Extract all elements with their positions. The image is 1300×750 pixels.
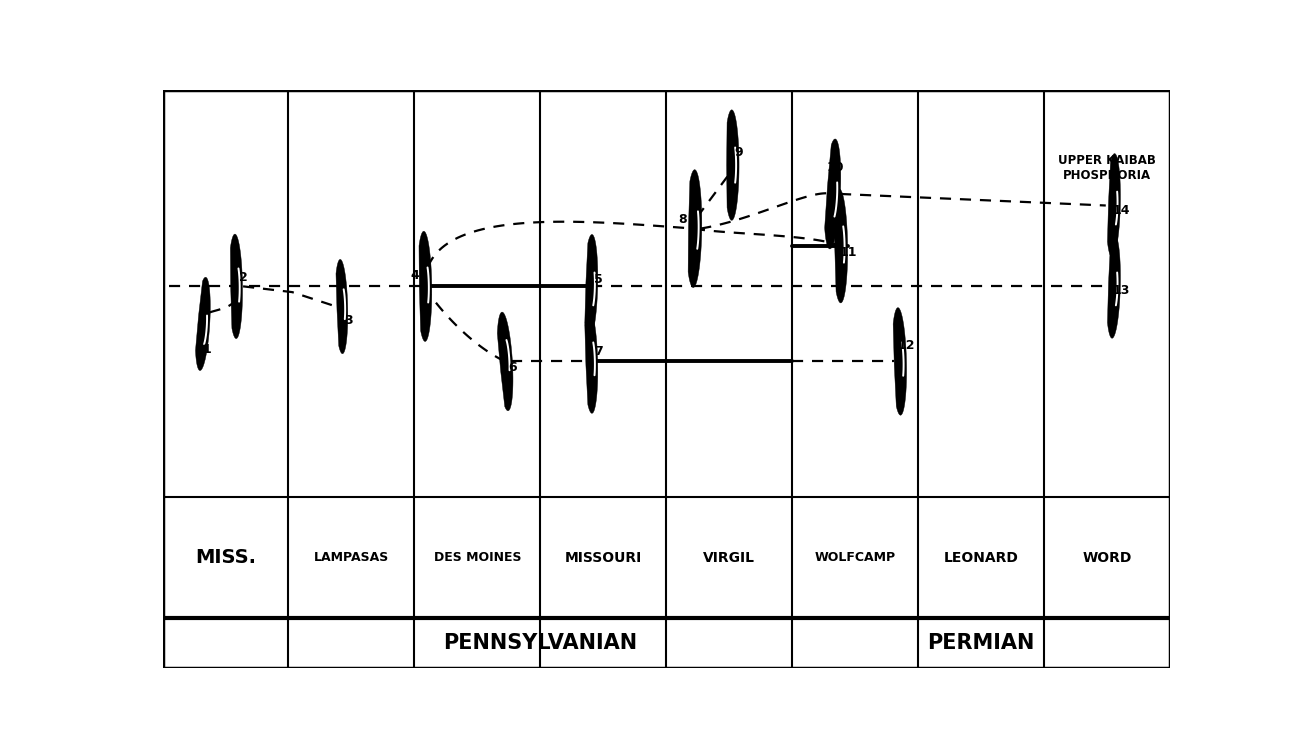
Text: 6: 6 <box>508 361 517 374</box>
Text: VIRGIL: VIRGIL <box>703 550 755 565</box>
Polygon shape <box>1108 154 1121 257</box>
Polygon shape <box>688 170 702 287</box>
Polygon shape <box>498 312 514 411</box>
Text: DES MOINES: DES MOINES <box>434 551 521 564</box>
Text: WOLFCAMP: WOLFCAMP <box>815 551 896 564</box>
Text: 14: 14 <box>1112 203 1130 217</box>
Text: UPPER KAIBAB
PHOSPHORIA: UPPER KAIBAB PHOSPHORIA <box>1058 154 1156 182</box>
Text: LAMPASAS: LAMPASAS <box>313 551 389 564</box>
Polygon shape <box>335 260 348 354</box>
Polygon shape <box>727 110 738 220</box>
Polygon shape <box>585 310 598 413</box>
Text: PENNSYLVANIAN: PENNSYLVANIAN <box>443 633 637 653</box>
Text: PERMIAN: PERMIAN <box>927 633 1035 653</box>
Text: 12: 12 <box>897 339 915 352</box>
Text: WORD: WORD <box>1083 550 1132 565</box>
Polygon shape <box>585 235 598 338</box>
Text: 11: 11 <box>840 246 857 259</box>
Polygon shape <box>1108 235 1121 338</box>
Text: 4: 4 <box>411 269 420 283</box>
Polygon shape <box>893 308 906 416</box>
Polygon shape <box>835 189 848 303</box>
Text: 13: 13 <box>1113 284 1130 298</box>
Text: MISSOURI: MISSOURI <box>564 550 642 565</box>
Text: 2: 2 <box>239 272 248 284</box>
Polygon shape <box>824 139 841 249</box>
Polygon shape <box>230 234 243 339</box>
Polygon shape <box>195 278 211 370</box>
Text: 7: 7 <box>594 344 603 358</box>
Text: 9: 9 <box>734 146 744 159</box>
Text: 1: 1 <box>203 344 211 356</box>
Text: 3: 3 <box>344 314 352 328</box>
Text: 8: 8 <box>679 214 686 226</box>
Text: 5: 5 <box>594 273 603 286</box>
Text: MISS.: MISS. <box>195 548 256 567</box>
Polygon shape <box>419 231 432 341</box>
Text: LEONARD: LEONARD <box>944 550 1018 565</box>
Text: 10: 10 <box>827 161 844 175</box>
